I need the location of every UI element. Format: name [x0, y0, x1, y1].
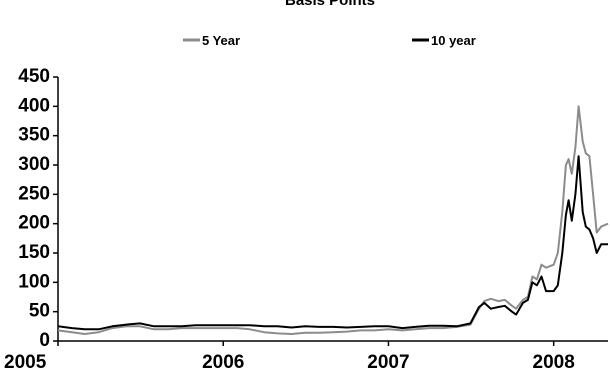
y-tick-label: 100 — [18, 271, 50, 292]
x-tick-label: 2008 — [533, 352, 575, 373]
y-tick-label: 450 — [18, 66, 50, 87]
y-tick-label: 350 — [18, 125, 50, 146]
y-tick-label: 200 — [18, 213, 50, 234]
y-tick-label: 300 — [18, 154, 50, 175]
chart-title: Basis Points — [285, 0, 375, 9]
plot-area — [57, 105, 609, 335]
y-tick-label: 400 — [18, 95, 50, 116]
y-tick-label: 250 — [18, 183, 50, 204]
x-tick-label: 2006 — [202, 352, 244, 373]
y-axis: 0 50 100 150 200 250 300 350 400 450 — [18, 66, 59, 351]
legend: 5 Year 10 year — [183, 33, 476, 48]
x-tick-label: 2005 — [4, 352, 47, 373]
y-tick-label: 0 — [39, 330, 50, 351]
y-tick-label: 150 — [18, 242, 50, 263]
y-tick-label: 50 — [29, 301, 50, 322]
x-tick-label: 2007 — [367, 352, 409, 373]
legend-label-10-year: 10 year — [431, 33, 476, 48]
legend-label-5-year: 5 Year — [202, 33, 240, 48]
series-line-10-year — [57, 155, 608, 331]
series-line-5-year — [57, 105, 609, 335]
x-axis: 2005 2006 2007 2008 — [4, 340, 608, 373]
